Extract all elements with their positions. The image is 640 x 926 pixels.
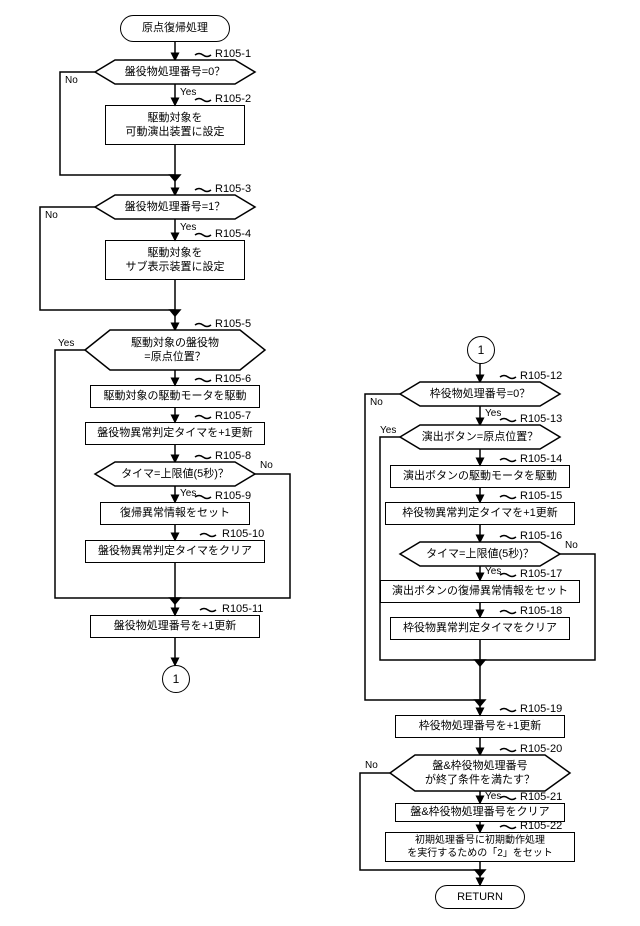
no-label-12: No xyxy=(370,397,383,408)
decision-12: 枠役物処理番号=0？ xyxy=(405,382,555,406)
yes-label-16: Yes xyxy=(485,566,501,577)
decision-13: 演出ボタン=原点位置？ xyxy=(405,425,555,449)
no-label-8: No xyxy=(260,460,273,471)
step-id-9: R105-9 xyxy=(215,490,251,502)
process-15: 枠役物異常判定タイマを+1更新 xyxy=(385,502,575,525)
process-17: 演出ボタンの復帰異常情報をセット xyxy=(380,580,580,603)
step-id-13: R105-13 xyxy=(520,413,562,425)
decision-20: 盤&枠役物処理番号 が終了条件を満たす？ xyxy=(400,755,560,791)
step-id-19: R105-19 xyxy=(520,703,562,715)
step-id-7: R105-7 xyxy=(215,410,251,422)
process-19: 枠役物処理番号を+1更新 xyxy=(395,715,565,738)
process-9: 復帰異常情報をセット xyxy=(100,502,250,525)
step-id-17: R105-17 xyxy=(520,568,562,580)
step-id-18: R105-18 xyxy=(520,605,562,617)
yes-label-20: Yes xyxy=(485,791,501,802)
yes-label: Yes xyxy=(180,87,196,98)
yes-label-3: Yes xyxy=(180,222,196,233)
yes-label-12: Yes xyxy=(485,408,501,419)
process-22: 初期処理番号に初期動作処理 を実行するための「2」をセット xyxy=(385,832,575,862)
step-id-6: R105-6 xyxy=(215,373,251,385)
return-terminal: RETURN xyxy=(435,885,525,909)
process-18: 枠役物異常判定タイマをクリア xyxy=(390,617,570,640)
yes-label-13: Yes xyxy=(380,425,396,436)
step-id-1: R105-1 xyxy=(215,48,251,60)
no-label-3: No xyxy=(45,210,58,221)
process-2: 駆動対象を 可動演出装置に設定 xyxy=(105,105,245,145)
decision-8: タイマ=上限値(5秒)？ xyxy=(100,462,250,486)
step-id-10: R105-10 xyxy=(222,528,264,540)
step-id-8: R105-8 xyxy=(215,450,251,462)
process-14: 演出ボタンの駆動モータを駆動 xyxy=(390,465,570,488)
yes-label-5: Yes xyxy=(58,338,74,349)
step-id-14: R105-14 xyxy=(520,453,562,465)
step-id-16: R105-16 xyxy=(520,530,562,542)
step-id-22: R105-22 xyxy=(520,820,562,832)
decision-3: 盤役物処理番号=1？ xyxy=(100,195,250,219)
decision-1: 盤役物処理番号=0？ xyxy=(100,60,250,84)
decision-16: タイマ=上限値(5秒)？ xyxy=(405,542,555,566)
no-label: No xyxy=(65,75,78,86)
step-id-2: R105-2 xyxy=(215,93,251,105)
connector-1-in: 1 xyxy=(467,336,495,364)
step-id-15: R105-15 xyxy=(520,490,562,502)
process-6: 駆動対象の駆動モータを駆動 xyxy=(90,385,260,408)
yes-label-8: Yes xyxy=(180,488,196,499)
step-id-20: R105-20 xyxy=(520,743,562,755)
decision-5: 駆動対象の盤役物 =原点位置？ xyxy=(95,330,255,370)
step-id-3: R105-3 xyxy=(215,183,251,195)
no-label-20: No xyxy=(365,760,378,771)
process-11: 盤役物処理番号を+1更新 xyxy=(90,615,260,638)
step-id-12: R105-12 xyxy=(520,370,562,382)
step-id-4: R105-4 xyxy=(215,228,251,240)
step-id-11: R105-11 xyxy=(222,603,263,615)
no-label-16: No xyxy=(565,540,578,551)
connector-1-out: 1 xyxy=(162,665,190,693)
process-10: 盤役物異常判定タイマをクリア xyxy=(85,540,265,563)
process-4: 駆動対象を サブ表示装置に設定 xyxy=(105,240,245,280)
step-id-21: R105-21 xyxy=(520,791,562,803)
start-terminal: 原点復帰処理 xyxy=(120,15,230,42)
step-id-5: R105-5 xyxy=(215,318,251,330)
process-7: 盤役物異常判定タイマを+1更新 xyxy=(85,422,265,445)
